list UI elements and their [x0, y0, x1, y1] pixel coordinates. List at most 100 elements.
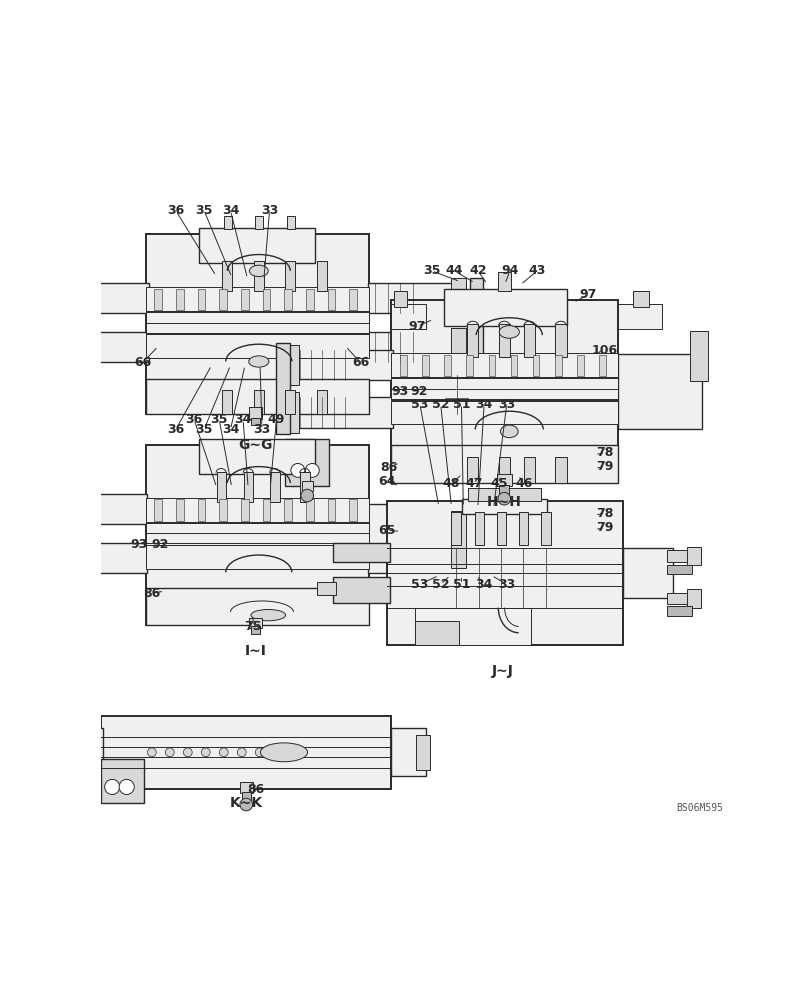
Bar	[316, 390, 326, 414]
Bar	[222, 390, 232, 414]
Bar	[466, 457, 478, 483]
Text: 34: 34	[475, 398, 492, 411]
Text: 79: 79	[595, 521, 613, 534]
Text: 49: 49	[268, 413, 285, 426]
Bar	[328, 289, 335, 310]
Text: 92: 92	[151, 538, 169, 551]
Bar	[29, 558, 43, 584]
Bar	[441, 375, 471, 414]
Bar	[367, 504, 461, 573]
Text: 33: 33	[260, 204, 278, 217]
Bar	[217, 472, 225, 502]
Circle shape	[237, 748, 246, 757]
Text: 86: 86	[380, 461, 397, 474]
Bar	[444, 355, 451, 376]
Bar	[251, 626, 260, 634]
Bar	[145, 588, 368, 625]
Bar	[145, 234, 368, 414]
Text: 34: 34	[221, 204, 239, 217]
Bar	[53, 623, 64, 633]
Text: 97: 97	[578, 288, 596, 301]
Text: 51: 51	[453, 578, 470, 591]
Bar	[145, 522, 368, 545]
Circle shape	[255, 748, 264, 757]
Text: 46: 46	[515, 477, 532, 490]
Text: 66: 66	[352, 356, 369, 369]
Bar	[176, 499, 183, 521]
Bar	[41, 489, 56, 528]
Bar	[197, 289, 205, 310]
Ellipse shape	[251, 609, 285, 621]
Text: 53: 53	[410, 578, 428, 591]
Bar	[28, 741, 41, 764]
Bar	[145, 334, 368, 358]
Bar	[633, 291, 648, 307]
Text: 86: 86	[143, 587, 161, 600]
Bar	[488, 355, 495, 376]
Bar	[145, 287, 368, 311]
Bar	[284, 499, 292, 521]
Text: 47: 47	[465, 477, 483, 490]
Bar	[41, 494, 148, 524]
Bar	[242, 792, 251, 800]
Bar	[555, 457, 566, 483]
Bar	[285, 345, 298, 385]
Text: 78: 78	[595, 446, 613, 459]
Bar	[532, 355, 539, 376]
Bar	[241, 289, 248, 310]
Bar	[145, 445, 368, 625]
Text: 93: 93	[392, 385, 409, 398]
Text: 36: 36	[167, 423, 184, 436]
Bar	[13, 564, 32, 577]
Bar	[617, 304, 661, 329]
Bar	[249, 407, 262, 419]
Bar	[199, 228, 315, 263]
Circle shape	[53, 632, 65, 645]
Bar	[222, 261, 232, 291]
Text: 35: 35	[195, 204, 212, 217]
Circle shape	[273, 748, 281, 757]
Bar	[219, 289, 226, 310]
Bar	[199, 439, 315, 474]
Bar	[414, 608, 530, 645]
Bar	[422, 355, 429, 376]
Bar	[499, 485, 508, 494]
Bar	[554, 355, 561, 376]
Text: 92: 92	[410, 385, 427, 398]
Bar	[30, 278, 44, 368]
Bar	[254, 390, 264, 414]
Bar	[285, 392, 298, 433]
Text: 65: 65	[378, 524, 396, 537]
Text: 79: 79	[595, 460, 613, 473]
Bar	[498, 324, 509, 357]
Bar	[51, 728, 103, 776]
Bar	[300, 472, 310, 502]
Bar	[386, 501, 622, 645]
Bar	[391, 304, 425, 329]
Circle shape	[47, 607, 61, 621]
Circle shape	[497, 492, 510, 505]
Bar	[576, 355, 583, 376]
Bar	[393, 291, 406, 307]
Circle shape	[119, 779, 134, 794]
Ellipse shape	[249, 265, 268, 277]
Bar	[416, 735, 430, 770]
Bar	[276, 343, 290, 434]
Bar	[317, 582, 336, 595]
Circle shape	[305, 463, 319, 477]
Bar	[41, 278, 56, 317]
Text: 94: 94	[500, 264, 518, 277]
Bar	[316, 261, 326, 291]
Bar	[451, 512, 461, 545]
Circle shape	[105, 779, 119, 794]
Ellipse shape	[248, 356, 268, 367]
Bar	[617, 354, 702, 429]
Text: 48: 48	[442, 477, 460, 490]
Bar	[622, 548, 672, 598]
Text: G∼G: G∼G	[238, 438, 272, 452]
Bar	[689, 331, 706, 381]
Bar	[523, 457, 534, 483]
Bar	[41, 375, 72, 414]
Text: 106: 106	[591, 344, 617, 357]
Bar	[523, 324, 534, 357]
